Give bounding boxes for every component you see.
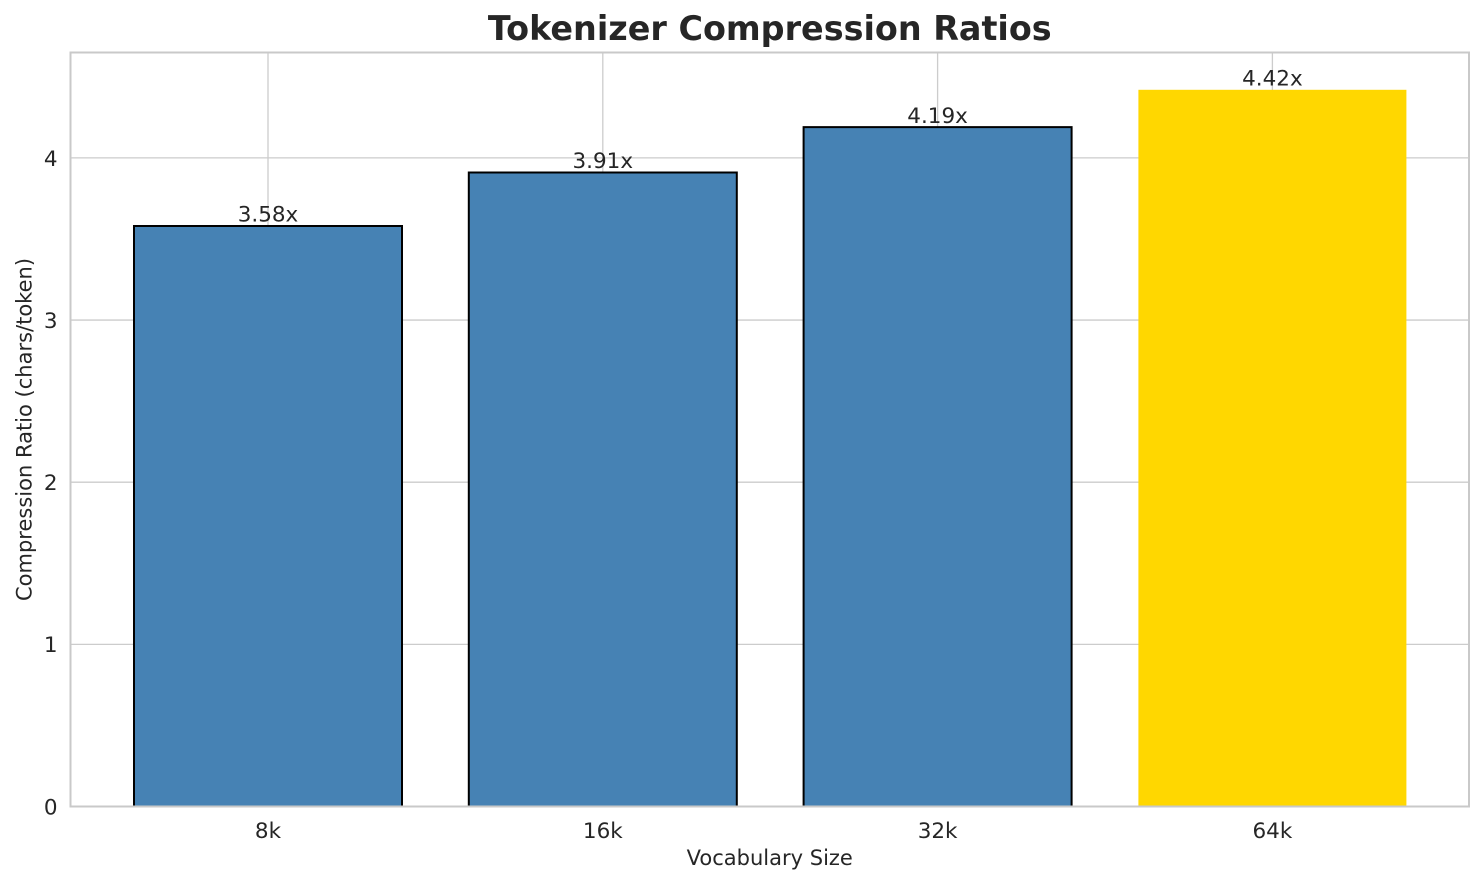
x-axis-label: Vocabulary Size [687, 846, 853, 870]
axes-spines [69, 51, 1470, 808]
chart-title: Tokenizer Compression Ratios [488, 9, 1052, 48]
x-tick-label: 32k [918, 819, 958, 844]
y-tick-label: 2 [44, 471, 58, 496]
y-tick-label: 4 [44, 147, 58, 172]
bar-32k[interactable] [802, 126, 1073, 807]
y-axis-label: Compression Ratio (chars/token) [13, 258, 37, 601]
x-tick-label: 16k [583, 819, 623, 844]
bar-value-label: 3.91x [572, 149, 633, 174]
ticks-layer: 0 1 2 3 4 8k 16k 32k 64k [44, 147, 1293, 844]
x-tick-label: 8k [255, 819, 282, 844]
labels-layer: Tokenizer Compression Ratios Vocabulary … [13, 9, 1052, 870]
bar-value-label: 3.58x [238, 203, 299, 228]
axes-frame [69, 51, 1470, 808]
y-tick-label: 0 [44, 795, 58, 820]
bar-value-label: 4.19x [907, 104, 968, 129]
y-tick-label: 1 [44, 633, 58, 658]
bar-8k[interactable] [133, 225, 403, 807]
bar-64k[interactable] [1138, 89, 1407, 807]
bars-layer [133, 89, 1407, 807]
bar-value-label: 4.42x [1242, 66, 1303, 91]
y-tick-label: 3 [44, 309, 58, 334]
bar-16k[interactable] [467, 171, 738, 807]
x-tick-label: 64k [1252, 819, 1292, 844]
bar-value-labels: 3.58x 3.91x 4.19x 4.42x [238, 66, 1303, 227]
